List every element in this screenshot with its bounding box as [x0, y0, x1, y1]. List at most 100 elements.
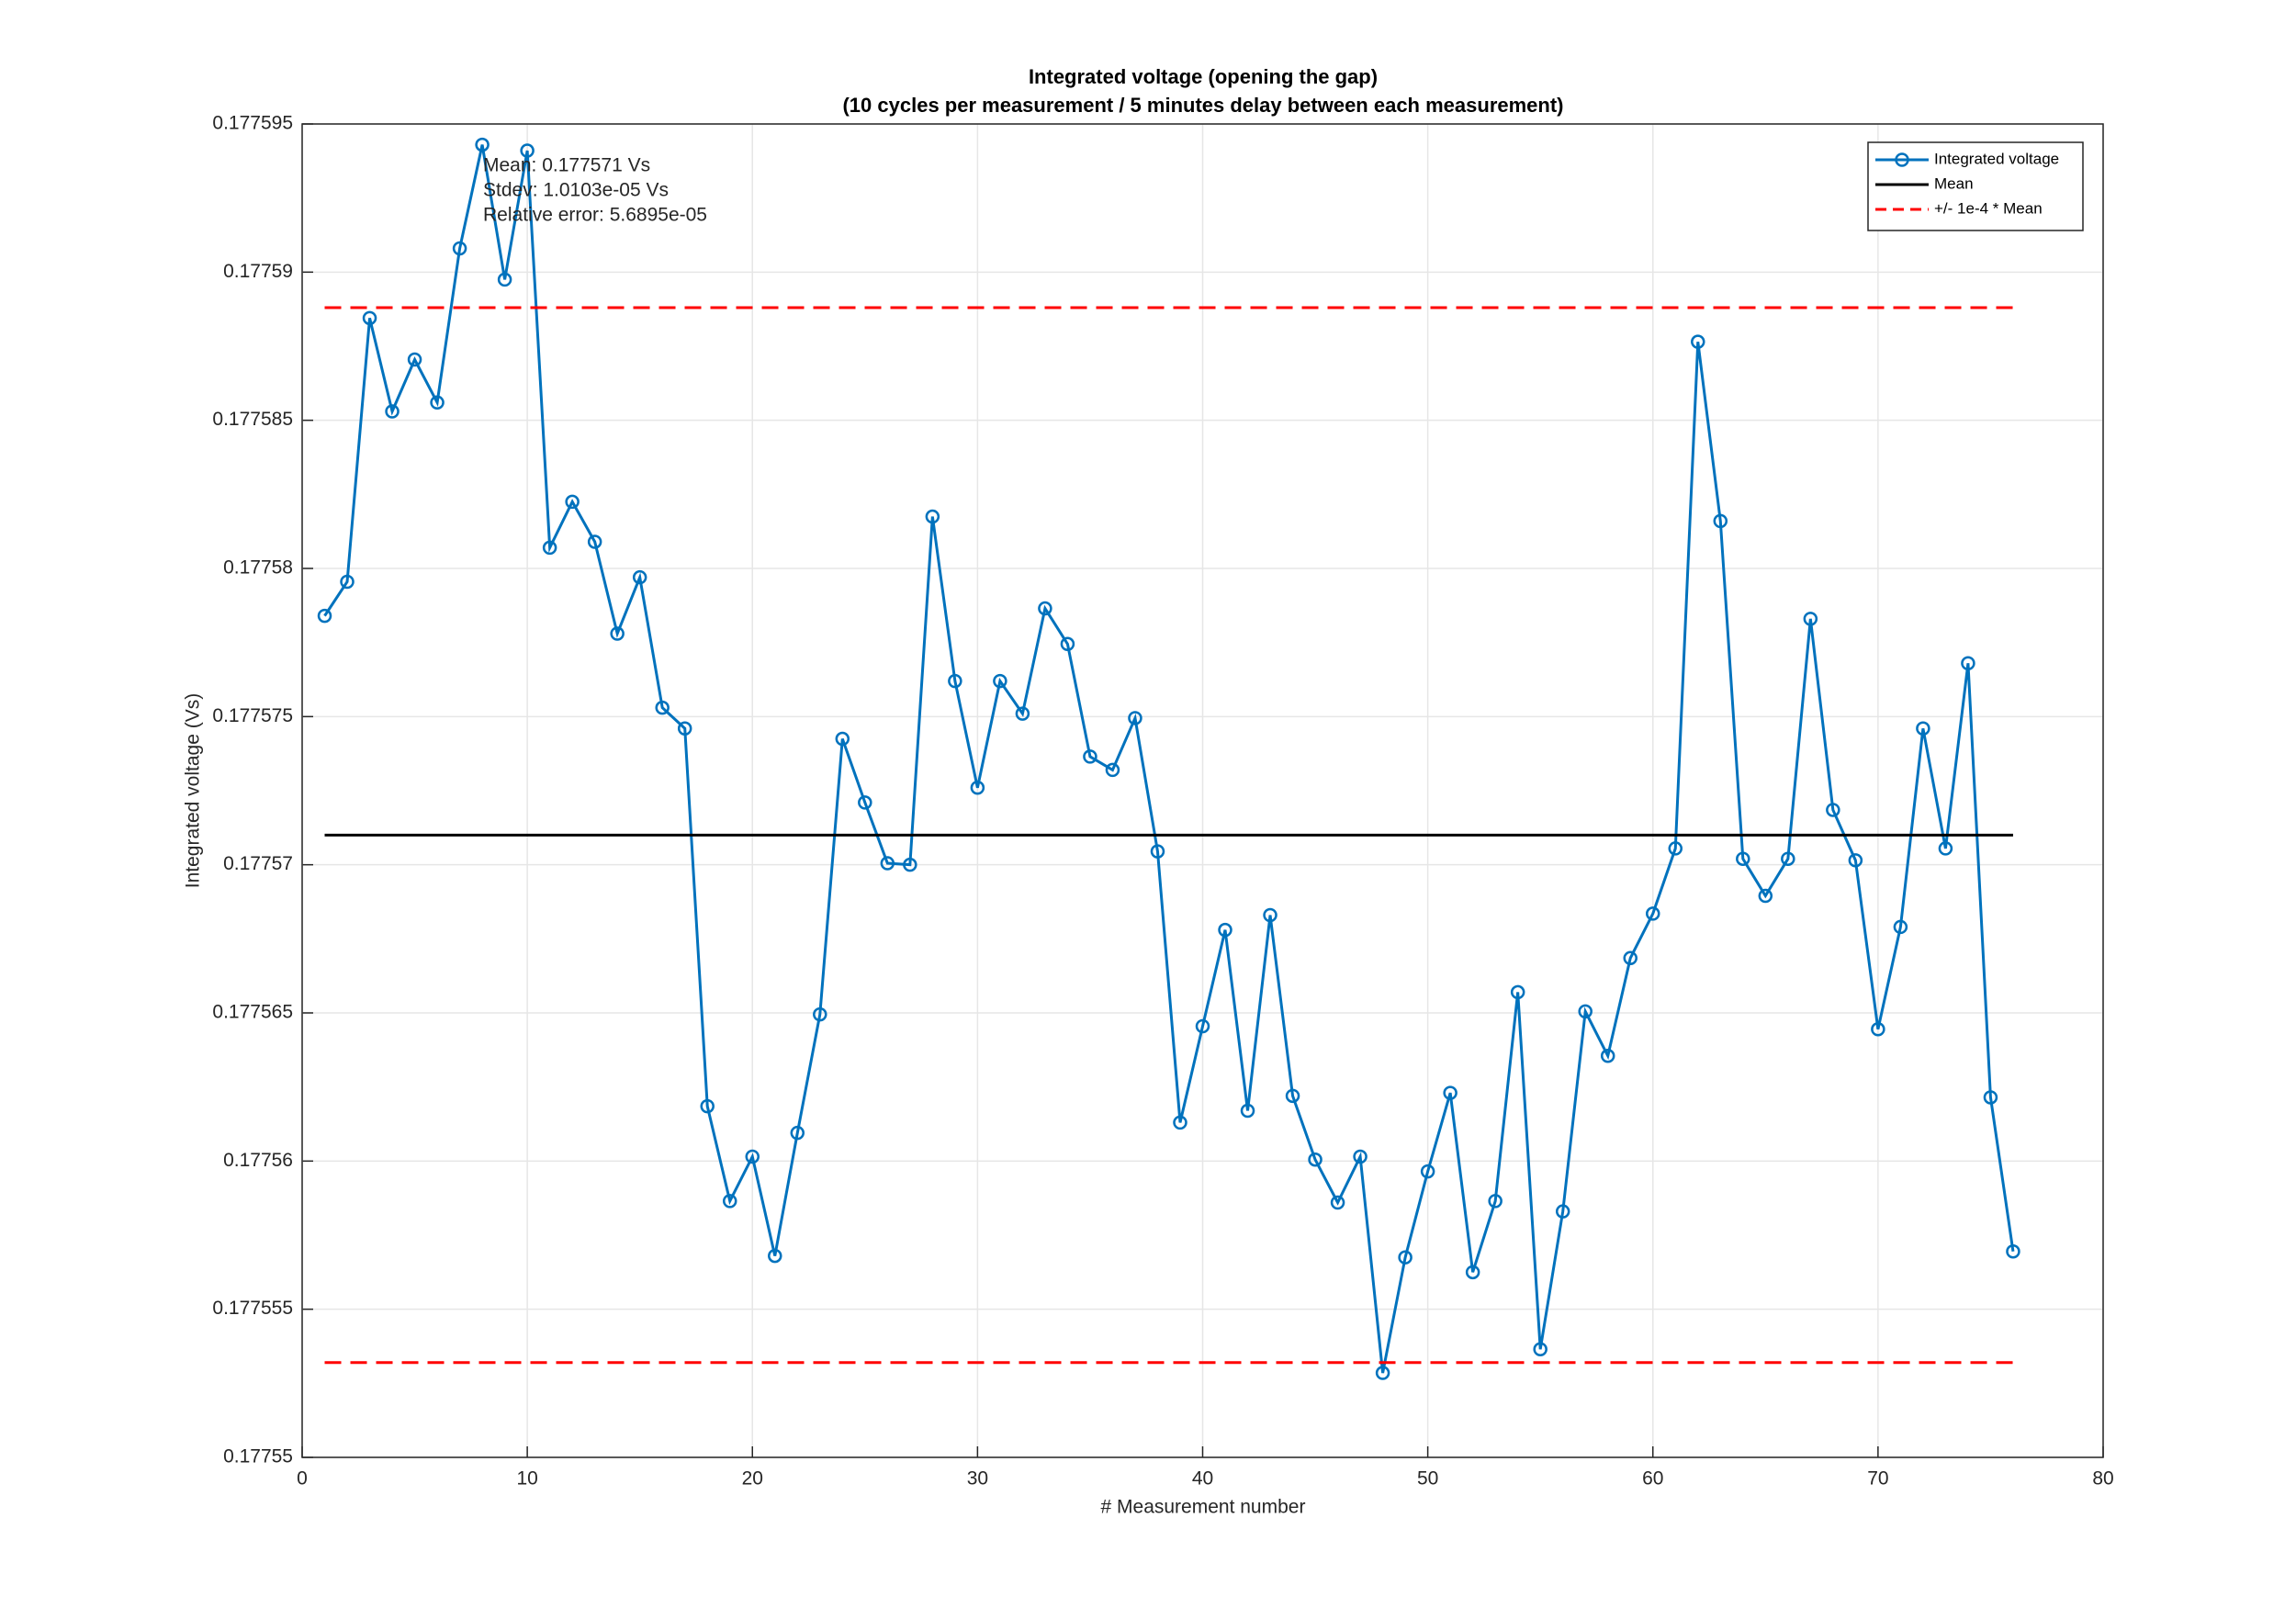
data-point — [407, 352, 422, 367]
data-point — [1961, 656, 1975, 671]
data-point — [1398, 1250, 1412, 1265]
chart-subtitle: (10 cycles per measurement / 5 minutes d… — [842, 94, 1563, 117]
legend-label: +/- 1e-4 * Mean — [1934, 199, 2043, 217]
data-point — [632, 569, 647, 585]
data-point — [722, 1194, 737, 1209]
data-point — [1826, 803, 1840, 817]
y-tick-label: 0.177595 — [212, 113, 293, 134]
data-point — [1060, 636, 1075, 652]
data-point — [1353, 1149, 1367, 1164]
data-point — [768, 1248, 782, 1264]
y-tick-label: 0.177575 — [212, 705, 293, 726]
data-point — [1465, 1265, 1480, 1280]
x-tick-label: 40 — [1192, 1468, 1213, 1490]
data-point — [1038, 601, 1052, 616]
y-tick-label: 0.17756 — [223, 1150, 293, 1171]
axes-box — [301, 123, 2104, 1458]
data-point — [1308, 1152, 1322, 1167]
x-tick-label: 70 — [1867, 1468, 1888, 1490]
data-point — [1240, 1103, 1255, 1119]
x-tick-label: 0 — [297, 1468, 308, 1490]
data-point — [700, 1098, 715, 1114]
data-point — [542, 540, 557, 556]
data-point — [677, 721, 692, 736]
data-point — [1781, 851, 1795, 866]
data-point — [1803, 612, 1818, 626]
data-point — [1736, 851, 1750, 866]
data-point — [1510, 984, 1525, 1000]
data-point — [497, 272, 512, 287]
data-point — [655, 700, 670, 715]
data-point — [903, 857, 917, 872]
x-tick-label: 50 — [1417, 1468, 1438, 1490]
data-point — [1938, 841, 1953, 856]
chart-title: Integrated voltage (opening the gap) — [1029, 65, 1378, 88]
x-axis-label: # Measurement number — [1101, 1497, 1306, 1518]
annotation: Relative error: 5.6895e-05 — [483, 205, 707, 226]
data-point — [970, 781, 985, 795]
y-tick-label: 0.17757 — [223, 853, 293, 874]
x-tick-label: 10 — [516, 1468, 537, 1490]
data-point — [1443, 1085, 1458, 1100]
data-point — [1420, 1164, 1435, 1179]
data-point — [1150, 844, 1165, 859]
x-tick-label: 60 — [1642, 1468, 1663, 1490]
legend-marker — [1895, 152, 1909, 167]
data-point — [475, 137, 490, 152]
y-tick-label: 0.177565 — [212, 1002, 293, 1023]
data-point — [790, 1125, 805, 1141]
data-point — [1983, 1090, 1998, 1105]
data-point — [1218, 922, 1232, 938]
x-tick-label: 20 — [742, 1468, 763, 1490]
data-point — [1105, 762, 1120, 778]
data-point — [452, 241, 467, 256]
data-point — [1128, 711, 1142, 725]
data-point — [1015, 706, 1030, 721]
data-point — [1758, 888, 1773, 904]
data-point — [1195, 1018, 1210, 1034]
data-point — [1285, 1088, 1300, 1104]
data-point — [1916, 721, 1930, 736]
data-point — [1488, 1194, 1503, 1209]
legend-box — [1867, 141, 2084, 231]
data-point — [1083, 749, 1097, 764]
data-point — [520, 143, 535, 158]
y-tick-label: 0.177585 — [212, 409, 293, 430]
annotation: Mean: 0.177571 Vs — [483, 155, 650, 176]
data-point — [993, 673, 1007, 689]
data-point — [340, 574, 355, 590]
data-point — [948, 673, 962, 689]
data-point — [610, 626, 625, 641]
data-point — [430, 395, 445, 410]
y-tick-label: 0.17759 — [223, 261, 293, 282]
data-point — [1691, 334, 1705, 349]
y-tick-label: 0.177555 — [212, 1298, 293, 1319]
data-point — [1713, 513, 1728, 529]
data-point — [1668, 841, 1683, 856]
data-point — [1871, 1021, 1885, 1037]
data-point — [1533, 1342, 1548, 1356]
y-axis-label: Integrated voltage (Vs) — [183, 693, 204, 888]
data-point — [835, 731, 850, 747]
data-point — [1578, 1004, 1593, 1019]
legend-label: Mean — [1934, 174, 1974, 192]
data-point — [1646, 906, 1660, 921]
data-point — [858, 795, 872, 810]
x-tick-label: 30 — [967, 1468, 988, 1490]
series-line — [323, 144, 2015, 1374]
data-point — [362, 310, 377, 326]
annotation: Stdev: 1.0103e-05 Vs — [483, 180, 669, 201]
data-point — [317, 608, 332, 624]
data-point — [1330, 1195, 1345, 1210]
data-point — [1173, 1115, 1187, 1130]
data-point — [1600, 1049, 1615, 1063]
data-point — [565, 494, 580, 510]
data-point — [2006, 1243, 2020, 1259]
legend-label: Integrated voltage — [1934, 150, 2059, 167]
y-tick-label: 0.17758 — [223, 557, 293, 579]
data-point — [1848, 853, 1863, 868]
y-tick-label: 0.17755 — [223, 1446, 293, 1467]
data-point — [385, 404, 400, 419]
